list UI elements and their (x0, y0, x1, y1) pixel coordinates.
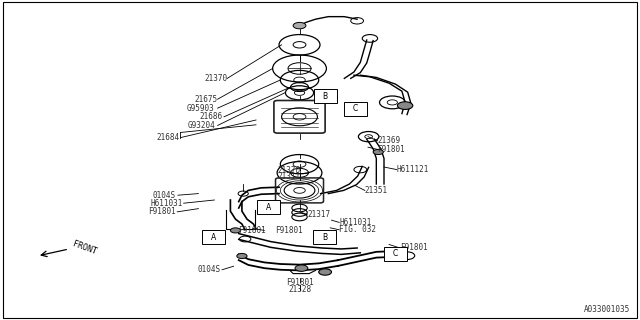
Text: B: B (323, 92, 328, 100)
Bar (314, 89, 337, 103)
Text: 21675: 21675 (195, 95, 218, 104)
Text: 21328: 21328 (288, 285, 311, 294)
Circle shape (295, 265, 308, 271)
Text: C: C (353, 104, 358, 113)
Circle shape (230, 228, 241, 233)
Bar (202, 230, 225, 244)
Text: G95903: G95903 (187, 104, 214, 113)
Text: 21317: 21317 (307, 210, 330, 219)
Text: A: A (266, 203, 271, 212)
Text: G93204: G93204 (188, 121, 216, 130)
Bar (344, 102, 367, 116)
Text: F91801: F91801 (285, 278, 314, 287)
Bar (384, 247, 407, 261)
Text: A: A (211, 233, 216, 242)
Text: 21370: 21370 (278, 166, 301, 175)
Text: 21351: 21351 (365, 186, 388, 195)
Text: 0104S: 0104S (153, 191, 176, 200)
Text: 21369: 21369 (378, 136, 401, 145)
Text: F91801: F91801 (400, 244, 428, 252)
Text: 21311: 21311 (278, 172, 301, 181)
Text: F91801: F91801 (238, 226, 266, 235)
Text: F91801: F91801 (148, 207, 176, 216)
Text: H611031: H611031 (339, 218, 372, 227)
Circle shape (397, 102, 413, 109)
Circle shape (293, 22, 306, 29)
Bar (257, 200, 280, 214)
Circle shape (373, 149, 383, 155)
Text: A033001035: A033001035 (584, 305, 630, 314)
Circle shape (319, 269, 332, 275)
Bar (313, 230, 336, 244)
Text: B: B (322, 233, 327, 242)
Text: F91801: F91801 (378, 145, 405, 154)
Text: 21686: 21686 (199, 112, 222, 121)
Text: FRONT: FRONT (72, 239, 99, 257)
Text: FIG. 032: FIG. 032 (339, 225, 376, 234)
Text: C: C (393, 249, 398, 258)
Circle shape (237, 253, 247, 259)
Text: 0104S: 0104S (198, 265, 221, 274)
Text: H611031: H611031 (150, 199, 182, 208)
Text: H611121: H611121 (397, 165, 429, 174)
Text: 21370: 21370 (204, 74, 227, 83)
Text: F91801: F91801 (275, 226, 303, 235)
Text: 21684: 21684 (156, 133, 179, 142)
